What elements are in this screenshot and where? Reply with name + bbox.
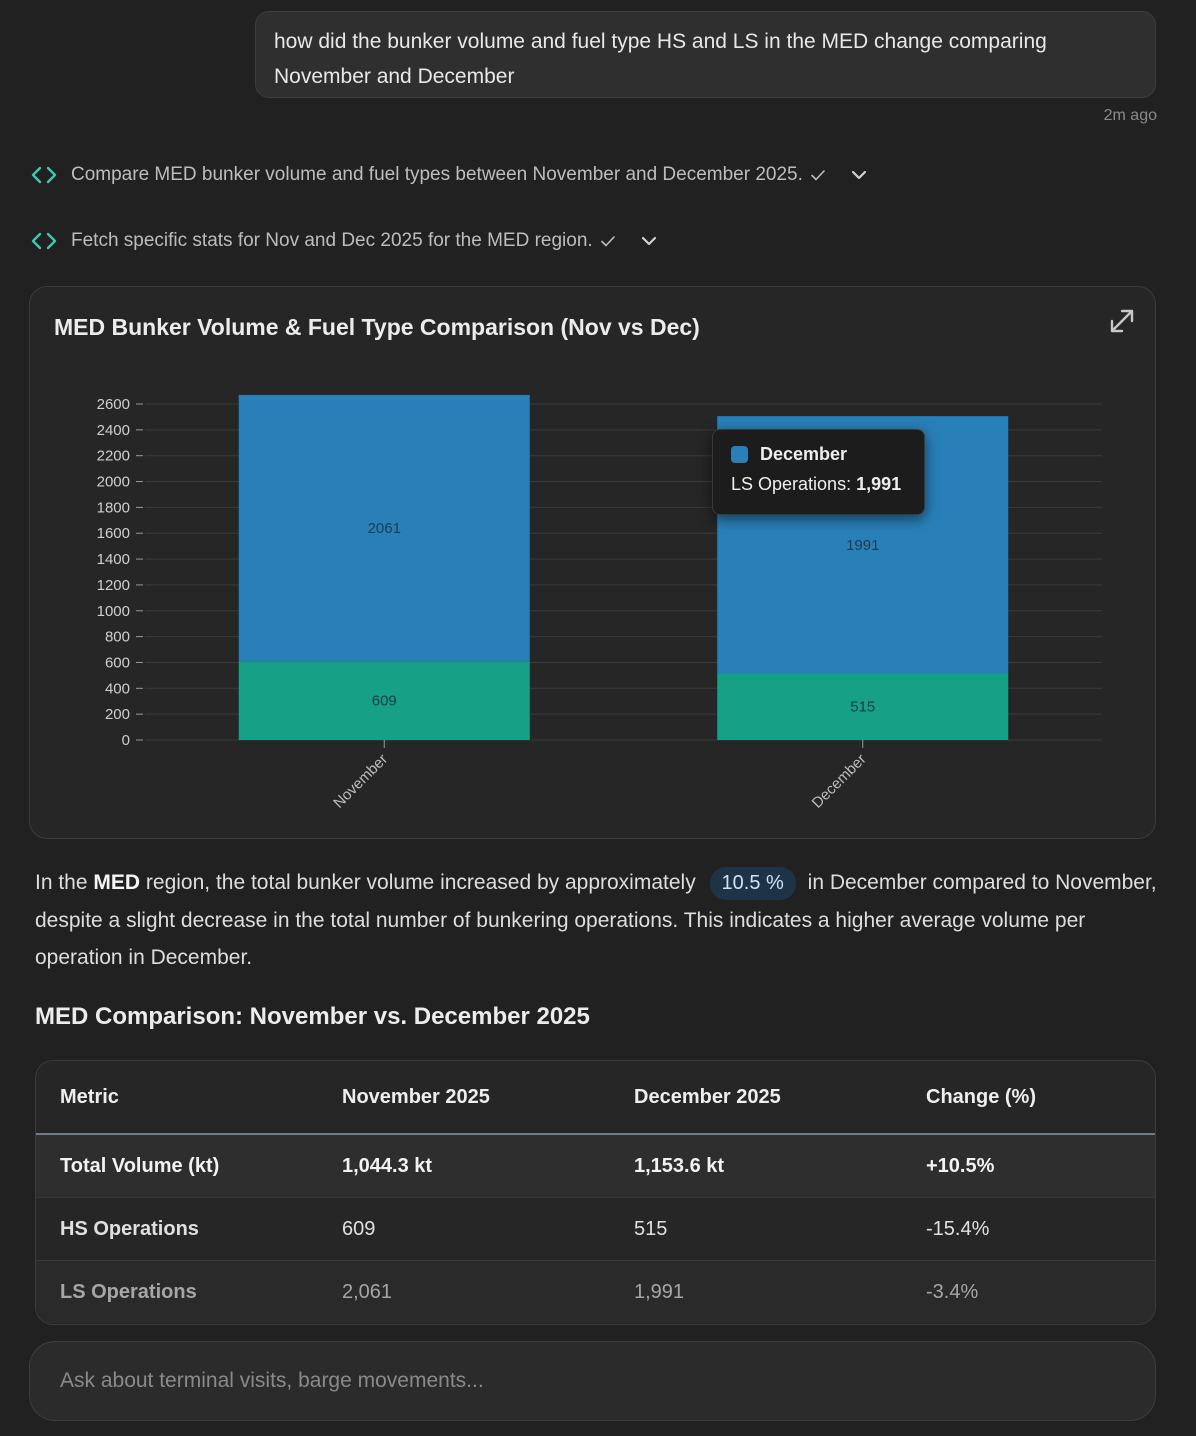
user-message-text: how did the bunker volume and fuel type … bbox=[274, 30, 1047, 88]
y-tick-label: 1000 bbox=[97, 603, 130, 620]
y-tick-label: 400 bbox=[105, 680, 130, 697]
check-icon bbox=[600, 236, 615, 247]
y-tick-label: 2400 bbox=[97, 422, 130, 439]
data-label: 609 bbox=[372, 693, 397, 710]
tool-step-label: Compare MED bunker volume and fuel types… bbox=[71, 164, 803, 185]
tool-step-2[interactable]: Fetch specific stats for Nov and Dec 202… bbox=[30, 228, 659, 254]
chart-tooltip: December LS Operations: 1,991 bbox=[712, 429, 925, 515]
tooltip-series: December bbox=[760, 444, 848, 464]
summary-paragraph: In the MED region, the total bunker volu… bbox=[35, 864, 1165, 977]
summary-region: MED bbox=[93, 871, 141, 894]
table-header-cell: December 2025 bbox=[634, 1061, 926, 1135]
table-cell: +10.5% bbox=[926, 1134, 1155, 1198]
table-row: Total Volume (kt) 1,044.3 kt 1,153.6 kt … bbox=[36, 1134, 1155, 1198]
table-header-row: Metric November 2025 December 2025 Chang… bbox=[36, 1061, 1155, 1135]
chart-title: MED Bunker Volume & Fuel Type Comparison… bbox=[54, 314, 700, 340]
table-cell: LS Operations bbox=[36, 1260, 342, 1323]
table-cell: 1,153.6 kt bbox=[634, 1134, 926, 1198]
chevron-down-icon[interactable] bbox=[849, 165, 869, 185]
table-row: HS Operations 609 515 -15.4% bbox=[36, 1197, 1155, 1261]
table-row: LS Operations 2,061 1,991 -3.4% bbox=[36, 1260, 1155, 1323]
y-tick-label: 1800 bbox=[97, 499, 130, 516]
y-tick-label: 200 bbox=[105, 706, 130, 723]
comparison-table: Metric November 2025 December 2025 Chang… bbox=[35, 1060, 1156, 1325]
x-tick-label: December bbox=[809, 751, 870, 812]
comparison-title: MED Comparison: November vs. December 20… bbox=[35, 1003, 590, 1030]
table-cell: -15.4% bbox=[926, 1197, 1155, 1261]
y-tick-label: 800 bbox=[105, 629, 130, 646]
table-cell: 515 bbox=[634, 1197, 926, 1261]
y-tick-label: 2000 bbox=[97, 474, 130, 491]
tool-step-1[interactable]: Compare MED bunker volume and fuel types… bbox=[30, 162, 869, 188]
y-tick-label: 2200 bbox=[97, 448, 130, 465]
table-header-cell: Metric bbox=[36, 1061, 342, 1135]
chat-input-box[interactable] bbox=[29, 1341, 1156, 1421]
expand-icon[interactable] bbox=[1108, 307, 1136, 335]
y-tick-label: 1600 bbox=[97, 525, 130, 542]
table-cell: Total Volume (kt) bbox=[36, 1134, 342, 1198]
data-label: 1991 bbox=[846, 537, 879, 554]
y-tick-label: 600 bbox=[105, 654, 130, 671]
summary-text: In the bbox=[35, 871, 94, 894]
table-cell: 1,991 bbox=[634, 1260, 926, 1323]
chevron-down-icon[interactable] bbox=[639, 231, 659, 251]
tooltip-label: LS Operations: bbox=[731, 474, 852, 494]
data-label: 515 bbox=[850, 699, 875, 716]
x-tick-label: November bbox=[330, 751, 391, 812]
y-tick-label: 2600 bbox=[97, 396, 130, 413]
tool-step-label: Fetch specific stats for Nov and Dec 202… bbox=[71, 230, 593, 251]
bar-chart: 0 200 400 600 800 1000 1200 1400 1600 1800 2000 220… bbox=[97, 394, 1102, 812]
summary-text: in December compared to November, despit… bbox=[35, 871, 1157, 969]
user-message-bubble: how did the bunker volume and fuel type … bbox=[255, 11, 1156, 98]
bar-segment bbox=[238, 661, 530, 740]
y-tick-label: 1400 bbox=[97, 551, 130, 568]
table-cell: 2,061 bbox=[342, 1260, 634, 1323]
chart-card: MED Bunker Volume & Fuel Type Comparison… bbox=[29, 286, 1156, 839]
summary-text: region, the total bunker volume increase… bbox=[140, 871, 702, 894]
bar-segment bbox=[717, 673, 1009, 740]
table-cell: 1,044.3 kt bbox=[342, 1134, 634, 1198]
data-label: 2061 bbox=[368, 520, 401, 537]
y-tick-label: 1200 bbox=[97, 577, 130, 594]
percent-badge: 10.5 % bbox=[709, 867, 796, 900]
table-cell: 609 bbox=[342, 1197, 634, 1261]
message-timestamp: 2m ago bbox=[1103, 107, 1157, 124]
table-cell: -3.4% bbox=[926, 1260, 1155, 1323]
tooltip-value: 1,991 bbox=[856, 474, 902, 494]
bar-segment bbox=[238, 394, 530, 662]
tooltip-swatch bbox=[731, 446, 748, 463]
code-icon bbox=[31, 232, 57, 250]
check-icon bbox=[811, 170, 825, 181]
y-tick-label: 0 bbox=[122, 732, 130, 749]
table-header-cell: November 2025 bbox=[342, 1061, 634, 1135]
table-cell: HS Operations bbox=[36, 1197, 342, 1261]
table-header-cell: Change (%) bbox=[926, 1061, 1155, 1135]
code-icon bbox=[31, 166, 57, 184]
chat-input[interactable] bbox=[30, 1342, 1155, 1420]
